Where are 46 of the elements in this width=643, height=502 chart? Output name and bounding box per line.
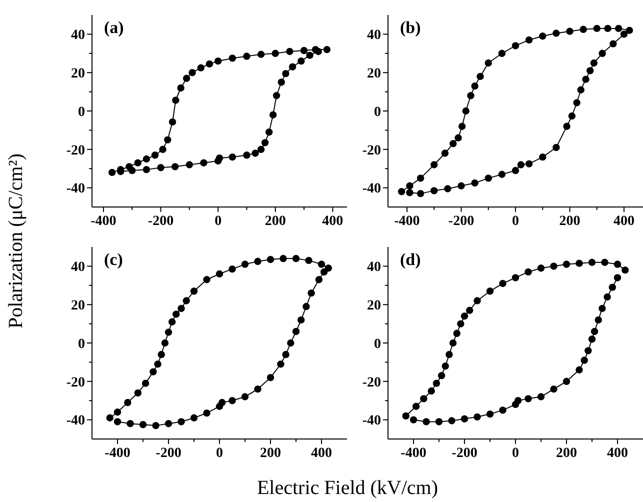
y-tick-label: -40 (362, 182, 381, 197)
annotation: (b) (400, 18, 421, 37)
y-tick-label: -20 (66, 143, 85, 158)
x-tick-label: 400 (322, 214, 344, 229)
y-tick-label: 0 (78, 104, 85, 120)
x-tick-label: -400 (394, 214, 420, 229)
y-tick-label: 40 (71, 28, 85, 44)
y-tick-label: 20 (367, 298, 381, 314)
y-tick-label: -40 (66, 182, 85, 197)
annotation: (a) (104, 18, 124, 37)
y-tick-label: 0 (374, 336, 381, 352)
y-tick-label: 20 (71, 66, 85, 82)
y-axis-title: Polarization (μC/cm²) (5, 153, 27, 329)
x-tick-label: 0 (512, 214, 519, 229)
x-tick-label: 400 (607, 446, 628, 461)
x-tick-label: -200 (452, 446, 478, 461)
annotation: (d) (400, 250, 421, 269)
x-tick-label: 400 (614, 214, 635, 229)
x-tick-label: -400 (400, 446, 426, 461)
y-tick-label: -20 (362, 375, 381, 390)
y-tick-label: -20 (66, 375, 85, 390)
x-tick-label: 0 (214, 214, 222, 229)
y-tick-label: 0 (78, 336, 85, 352)
x-tick-label: 200 (556, 446, 577, 461)
x-tick-label: 400 (311, 446, 332, 461)
y-tick-label: -40 (362, 414, 381, 429)
annotation: (c) (104, 250, 123, 269)
x-tick-label: -200 (448, 214, 474, 229)
y-tick-label: -20 (362, 143, 381, 158)
y-tick-label: 40 (71, 260, 85, 276)
x-axis-title: Electric Field (kV/cm) (256, 477, 438, 499)
x-tick-label: 0 (216, 446, 223, 461)
y-tick-label: 20 (71, 298, 85, 314)
x-tick-label: -200 (148, 214, 174, 229)
x-tick-label: 200 (264, 214, 286, 229)
x-tick-label: -400 (104, 446, 130, 461)
y-tick-label: 0 (374, 104, 381, 120)
y-tick-label: 20 (367, 66, 381, 82)
x-tick-label: 200 (260, 446, 281, 461)
y-tick-label: 40 (367, 260, 381, 276)
x-tick-label: -200 (156, 446, 182, 461)
x-tick-label: 200 (559, 214, 580, 229)
y-tick-label: -40 (66, 414, 85, 429)
x-tick-label: -400 (90, 214, 116, 229)
y-tick-label: 40 (367, 28, 381, 44)
x-tick-label: 0 (512, 446, 519, 461)
